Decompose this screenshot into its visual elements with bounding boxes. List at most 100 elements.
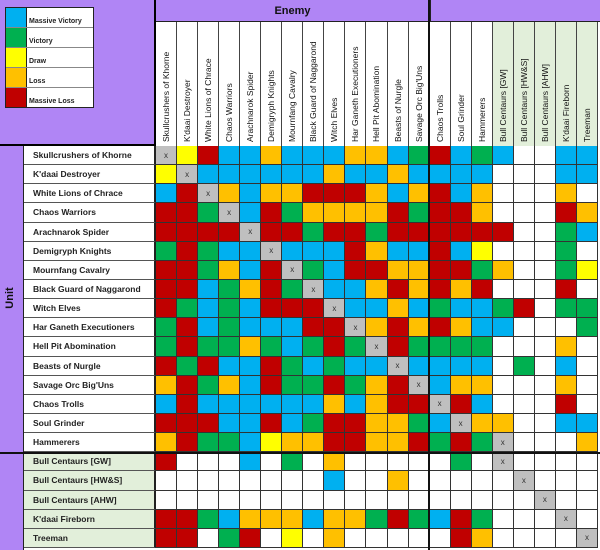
matchup-cell (282, 471, 304, 491)
matchup-cell (282, 318, 304, 338)
matchup-cell: x (282, 260, 304, 280)
matchup-cell (534, 260, 556, 280)
matchup-cell (240, 203, 262, 223)
column-header-label: Chaos Trolls (434, 94, 445, 142)
matchup-cell (198, 471, 220, 491)
matchup-cell (219, 509, 241, 529)
row-label: Savage Orc Big'Uns (24, 375, 156, 395)
matchup-cell (198, 528, 220, 548)
matchup-cell (261, 528, 283, 548)
matchup-cell (513, 414, 535, 434)
matchup-cell (345, 433, 367, 453)
matchup-cell (219, 165, 241, 185)
matchup-cell (534, 146, 556, 166)
matchup-cell (345, 394, 367, 414)
matchup-cell (555, 490, 577, 510)
matchup-cell (198, 165, 220, 185)
matchup-cell (198, 280, 220, 300)
matchup-cell (198, 433, 220, 453)
matchup-cell (324, 222, 346, 242)
matchup-cell (156, 184, 178, 204)
matchup-cell (177, 184, 199, 204)
matchup-cell (219, 452, 241, 472)
matchup-cell (198, 356, 220, 376)
unit-header-bar (0, 146, 24, 453)
column-header: Treeman (576, 22, 598, 146)
matchup-cell (471, 203, 493, 223)
matchup-cell (492, 337, 514, 357)
matchup-cell (555, 337, 577, 357)
matchup-cell (261, 452, 283, 472)
matchup-cell: x (240, 222, 262, 242)
matchup-cell (324, 184, 346, 204)
matchup-cell (219, 280, 241, 300)
matchup-cell (429, 471, 451, 491)
matchup-cell (345, 337, 367, 357)
column-header-label: Witch Elves (329, 97, 340, 142)
matchup-cell (240, 471, 262, 491)
legend-item: Massive Loss (6, 88, 93, 107)
matchup-cell (492, 241, 514, 261)
matchup-cell (282, 394, 304, 414)
matchup-cell (534, 471, 556, 491)
matchup-cell (240, 184, 262, 204)
matchup-cell: x (156, 146, 178, 166)
matchup-cell (429, 337, 451, 357)
matchup-cell (492, 280, 514, 300)
column-header: Bull Centaurs [HW&S] (513, 22, 535, 146)
matchup-cell (198, 203, 220, 223)
matchup-cell (387, 375, 409, 395)
matchup-cell (555, 146, 577, 166)
matchup-cell (303, 203, 325, 223)
matchup-cell (408, 165, 430, 185)
matchup-cell (177, 203, 199, 223)
matchup-cell (177, 280, 199, 300)
matchup-cell (492, 165, 514, 185)
matchup-cell (219, 260, 241, 280)
column-header: Chaos Trolls (429, 22, 451, 146)
matchup-cell (408, 433, 430, 453)
matchup-cell (324, 203, 346, 223)
matchup-cell (366, 414, 388, 434)
matchup-cell (471, 241, 493, 261)
matchup-cell (282, 414, 304, 434)
matchup-cell (282, 299, 304, 319)
matchup-cell (555, 528, 577, 548)
matchup-cell (261, 222, 283, 242)
matchup-cell (219, 356, 241, 376)
matchup-cell (471, 165, 493, 185)
legend-item: Draw (6, 48, 93, 68)
matchup-cell (240, 299, 262, 319)
matchup-cell (303, 318, 325, 338)
matchup-cell (450, 318, 472, 338)
matchup-cell (324, 260, 346, 280)
matchup-cell (450, 184, 472, 204)
matchup-cell (261, 280, 283, 300)
matchup-cell: x (450, 414, 472, 434)
matchup-cell (366, 452, 388, 472)
matchup-cell (219, 318, 241, 338)
matchup-cell (261, 490, 283, 510)
matchup-cell (576, 509, 598, 529)
column-header-label: Savage Orc Big'Uns (413, 65, 424, 142)
matchup-cell (387, 222, 409, 242)
matchup-cell (156, 528, 178, 548)
legend-swatch (6, 28, 27, 47)
matchup-cell (345, 222, 367, 242)
matchup-cell (429, 433, 451, 453)
matchup-cell (387, 414, 409, 434)
matchup-cell (282, 280, 304, 300)
matchup-cell (156, 490, 178, 510)
matchup-cell (450, 299, 472, 319)
matchup-cell (492, 375, 514, 395)
matchup-cell (324, 146, 346, 166)
matchup-cell (534, 184, 556, 204)
matchup-cell (576, 318, 598, 338)
matchup-cell (345, 146, 367, 166)
matchup-cell (492, 490, 514, 510)
matchup-cell (345, 241, 367, 261)
matchup-cell (366, 260, 388, 280)
matchup-cell (366, 222, 388, 242)
matchup-cell (324, 433, 346, 453)
matchup-cell (471, 184, 493, 204)
